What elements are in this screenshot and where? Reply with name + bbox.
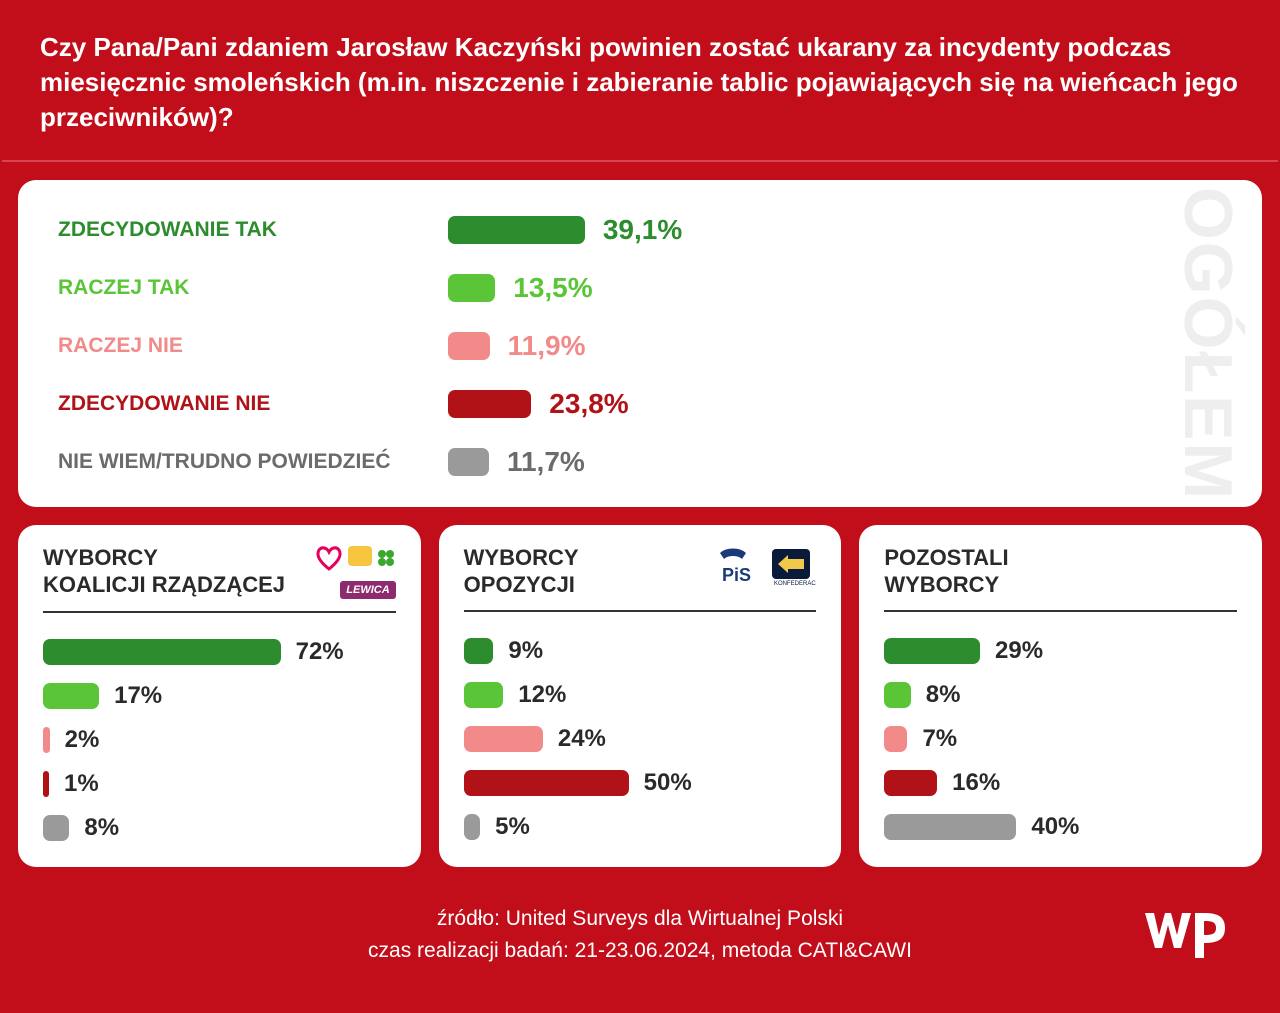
panel-chart-value: 72%: [296, 638, 344, 666]
panel-chart-value: 24%: [558, 725, 606, 753]
panel-chart-row: 72%: [43, 638, 396, 666]
main-chart-value: 11,9%: [508, 330, 586, 362]
panel-chart-value: 12%: [518, 681, 566, 709]
panel-card: WYBORCYKOALICJI RZĄDZĄCEJ LEWICA 72% 17% 2% 1…: [18, 525, 421, 867]
main-chart-bar: [448, 332, 490, 360]
footer: źródło: United Surveys dla Wirtualnej Po…: [0, 907, 1280, 963]
panel-title: WYBORCYKOALICJI RZĄDZĄCEJ: [43, 545, 285, 598]
panel-card: WYBORCYOPOZYCJI PiS KONFEDERACJA 9% 12% 24% 50…: [439, 525, 842, 867]
panel-icons: PiS KONFEDERACJA: [712, 545, 816, 592]
main-chart-bar: [448, 390, 531, 418]
lewica-icon: LEWICA: [340, 580, 395, 599]
panel-chart-bar: [464, 770, 629, 796]
main-chart-value: 39,1%: [603, 214, 682, 246]
panel-chart-bar: [884, 770, 937, 796]
panel-chart-row: 17%: [43, 682, 396, 710]
panel-chart-row: 8%: [884, 681, 1237, 709]
main-chart-bar-area: 11,7%: [448, 446, 585, 478]
main-chart-bar-area: 11,9%: [448, 330, 586, 362]
main-chart-card: OGÓŁEM ZDECYDOWANIE TAK 39,1% RACZEJ TAK 13…: [18, 180, 1262, 507]
svg-text:PiS: PiS: [722, 565, 751, 585]
panel-chart-value: 16%: [952, 769, 1000, 797]
main-chart-label: RACZEJ NIE: [58, 334, 448, 358]
panel-chart-value: 7%: [922, 725, 957, 753]
panel-chart-row: 7%: [884, 725, 1237, 753]
konfederacja-icon: KONFEDERACJA: [766, 545, 816, 592]
main-chart-value: 13,5%: [513, 272, 592, 304]
main-chart-bar: [448, 448, 489, 476]
panel-chart-row: 1%: [43, 770, 396, 798]
heart-icon: [314, 545, 344, 576]
panel-chart-row: 9%: [464, 637, 817, 665]
panel-chart-bar: [43, 771, 49, 797]
panel-chart-bar: [464, 682, 504, 708]
panel-chart-bar: [884, 682, 910, 708]
clover-icon: [376, 548, 396, 573]
panel-chart-bar: [43, 727, 50, 753]
panel-header: WYBORCYOPOZYCJI PiS KONFEDERACJA: [464, 545, 817, 612]
panel-chart-row: 5%: [464, 813, 817, 841]
panel-card: POZOSTALIWYBORCY 29% 8% 7% 16% 40%: [859, 525, 1262, 867]
panel-header: WYBORCYKOALICJI RZĄDZĄCEJ LEWICA: [43, 545, 396, 613]
svg-text:KONFEDERACJA: KONFEDERACJA: [774, 581, 816, 587]
main-chart-bar: [448, 274, 495, 302]
wp-logo: [1140, 903, 1235, 968]
main-chart-bar-area: 13,5%: [448, 272, 593, 304]
panel-chart-row: 50%: [464, 769, 817, 797]
content: OGÓŁEM ZDECYDOWANIE TAK 39,1% RACZEJ TAK 13…: [0, 162, 1280, 867]
panel-chart-bar: [43, 683, 99, 709]
panel-chart-value: 50%: [644, 769, 692, 797]
footer-details: czas realizacji badań: 21-23.06.2024, me…: [0, 939, 1280, 963]
panel-chart-value: 5%: [495, 813, 530, 841]
panel-chart-value: 8%: [926, 681, 961, 709]
party-icon: [348, 548, 372, 573]
main-chart-label: RACZEJ TAK: [58, 276, 448, 300]
main-chart-row: RACZEJ NIE 11,9%: [58, 331, 1222, 361]
main-chart-label: ZDECYDOWANIE NIE: [58, 392, 448, 416]
panel-chart-value: 2%: [65, 726, 100, 754]
main-chart-value: 23,8%: [549, 388, 628, 420]
panel-chart-bar: [464, 814, 481, 840]
panel-chart-bar: [43, 815, 69, 841]
main-chart-bar-area: 39,1%: [448, 214, 682, 246]
panels-row: WYBORCYKOALICJI RZĄDZĄCEJ LEWICA 72% 17% 2% 1…: [18, 525, 1262, 867]
panel-chart-value: 29%: [995, 637, 1043, 665]
panel-header: POZOSTALIWYBORCY: [884, 545, 1237, 612]
panel-chart-value: 40%: [1031, 813, 1079, 841]
panel-chart-bar: [43, 639, 281, 665]
watermark-label: OGÓŁEM: [1169, 187, 1247, 501]
header: Czy Pana/Pani zdaniem Jarosław Kaczyński…: [0, 0, 1280, 160]
pis-icon: PiS: [712, 545, 760, 592]
page-title: Czy Pana/Pani zdaniem Jarosław Kaczyński…: [40, 30, 1240, 135]
main-chart-row: NIE WIEM/TRUDNO POWIEDZIEĆ 11,7%: [58, 447, 1222, 477]
panel-title: WYBORCYOPOZYCJI: [464, 545, 579, 598]
panel-chart-row: 16%: [884, 769, 1237, 797]
main-chart-value: 11,7%: [507, 446, 585, 478]
panel-chart-row: 12%: [464, 681, 817, 709]
main-chart-bar-area: 23,8%: [448, 388, 629, 420]
main-chart-label: NIE WIEM/TRUDNO POWIEDZIEĆ: [58, 450, 448, 474]
panel-chart-row: 40%: [884, 813, 1237, 841]
main-chart-row: ZDECYDOWANIE TAK 39,1%: [58, 215, 1222, 245]
panel-chart-bar: [464, 726, 543, 752]
panel-chart-value: 8%: [84, 814, 119, 842]
panel-chart-bar: [884, 638, 980, 664]
panel-chart-bar: [464, 638, 494, 664]
panel-chart-bar: [884, 814, 1016, 840]
main-chart-label: ZDECYDOWANIE TAK: [58, 218, 448, 242]
panel-chart-row: 2%: [43, 726, 396, 754]
main-chart-bar: [448, 216, 585, 244]
main-chart-row: ZDECYDOWANIE NIE 23,8%: [58, 389, 1222, 419]
panel-chart-row: 24%: [464, 725, 817, 753]
panel-icons: LEWICA: [306, 545, 396, 599]
panel-chart-value: 17%: [114, 682, 162, 710]
panel-title: POZOSTALIWYBORCY: [884, 545, 1008, 598]
main-chart-row: RACZEJ TAK 13,5%: [58, 273, 1222, 303]
panel-chart-value: 1%: [64, 770, 99, 798]
panel-chart-value: 9%: [508, 637, 543, 665]
panel-chart-bar: [884, 726, 907, 752]
panel-chart-row: 29%: [884, 637, 1237, 665]
panel-chart-row: 8%: [43, 814, 396, 842]
footer-source: źródło: United Surveys dla Wirtualnej Po…: [0, 907, 1280, 931]
